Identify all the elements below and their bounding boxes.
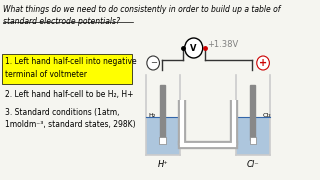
Text: H⁺: H⁺ <box>158 160 168 169</box>
Text: 1. Left hand half-cell into negative
terminal of voltmeter: 1. Left hand half-cell into negative ter… <box>4 57 136 78</box>
Circle shape <box>185 38 203 58</box>
Text: V: V <box>190 44 197 53</box>
Text: +1.38V: +1.38V <box>207 40 238 49</box>
Text: What things do we need to do consistently in order to build up a table of
standa: What things do we need to do consistentl… <box>3 5 280 26</box>
Circle shape <box>147 56 159 70</box>
Text: Cl₂: Cl₂ <box>263 113 272 118</box>
Bar <box>251 85 255 140</box>
Bar <box>250 137 256 144</box>
Polygon shape <box>236 117 270 155</box>
Bar <box>159 137 166 144</box>
Text: 2. Left hand half-cell to be H₂, H+: 2. Left hand half-cell to be H₂, H+ <box>4 90 133 99</box>
FancyBboxPatch shape <box>2 54 132 84</box>
Circle shape <box>257 56 269 70</box>
Text: 3. Standard conditions (1atm,
1moldm⁻³, standard states, 298K): 3. Standard conditions (1atm, 1moldm⁻³, … <box>4 108 135 129</box>
Bar <box>160 85 165 140</box>
Text: Cl⁻: Cl⁻ <box>247 160 260 169</box>
Text: +: + <box>259 58 267 68</box>
Text: H₂: H₂ <box>149 113 156 118</box>
Text: −: − <box>150 58 157 68</box>
Polygon shape <box>146 117 180 155</box>
